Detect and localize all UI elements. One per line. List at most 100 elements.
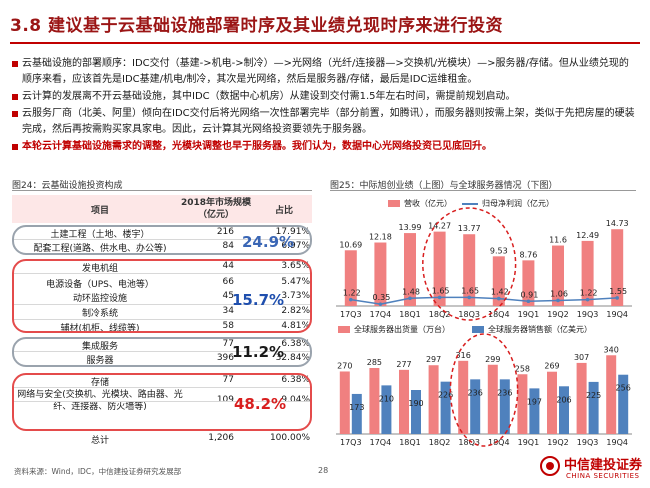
sales-data-label: 197: [527, 397, 542, 406]
logo-text-cn: 中信建投证券: [564, 458, 643, 473]
revenue-data-label: 9.53: [490, 246, 508, 255]
shipments-bar: [576, 362, 587, 434]
row-value: 34: [222, 306, 234, 316]
profit-data-label: 1.22: [343, 289, 361, 298]
shipments-data-label: 307: [574, 353, 589, 362]
table-header: 项目 2018年市场规模 （亿元） 占比: [12, 195, 312, 223]
row-value: 66: [222, 277, 234, 287]
table-divider: [12, 319, 312, 320]
sales-data-label: 256: [616, 384, 631, 393]
shipments-data-label: 297: [426, 355, 441, 364]
profit-data-label: 1.48: [402, 287, 420, 296]
shipments-bar: [369, 368, 380, 434]
x-tick-label: 18Q1: [399, 310, 421, 319]
x-tick-label: 18Q2: [429, 310, 451, 319]
shipments-bar: [517, 374, 528, 434]
row-name: 存储: [90, 378, 109, 388]
legend-label-sales: 全球服务器销售额（亿美元）: [488, 324, 592, 334]
x-tick-label: 17Q4: [370, 438, 392, 447]
table-divider: [12, 273, 312, 274]
sales-data-label: 236: [468, 388, 483, 397]
sales-data-label: 225: [586, 391, 601, 400]
shipments-data-label: 269: [544, 362, 559, 371]
group-box-integration: [12, 337, 312, 367]
x-tick-label: 17Q3: [340, 310, 362, 319]
shipments-data-label: 285: [367, 358, 382, 367]
revenue-bar: [492, 256, 505, 306]
chart-top-legend: 营收（亿元） 归母净利润（亿元）: [388, 198, 554, 208]
table-row: 土建工程（土地、楼宇） 216 17.91%: [12, 227, 312, 241]
shipments-data-label: 316: [456, 351, 471, 360]
profit-data-label: 1.42: [491, 288, 509, 297]
revenue-data-label: 14.73: [606, 219, 629, 228]
table-divider: [12, 387, 312, 388]
chart-bottom-legend: 全球服务器出货量（万台） 全球服务器销售额（亿美元）: [338, 324, 592, 334]
x-tick-label: 19Q1: [518, 310, 540, 319]
table-row: 发电机组 44 3.65%: [12, 261, 312, 275]
shipments-data-label: 340: [604, 345, 619, 354]
sales-bar: [351, 393, 362, 434]
company-logo: 中信建投证券 CHINA SECURITIES: [540, 452, 643, 486]
row-share: 6.97%: [281, 241, 310, 251]
row-value: 44: [222, 261, 234, 271]
table-divider: [12, 239, 312, 240]
row-name: 制冷系统: [81, 309, 118, 319]
table-row: 总计 1,206 100.00%: [12, 433, 312, 447]
legend-label-revenue: 营收（亿元）: [404, 198, 452, 208]
table-divider: [12, 401, 312, 402]
legend-label-profit: 归母净利润（亿元）: [482, 198, 554, 208]
x-tick-label: 19Q3: [577, 438, 599, 447]
table-divider: [12, 351, 312, 352]
highlight-ellipse: [449, 333, 519, 447]
row-share: 4.81%: [281, 321, 310, 331]
legend-label-shipments: 全球服务器出货量（万台）: [354, 324, 450, 334]
x-tick-label: 19Q4: [606, 310, 628, 319]
sales-bar: [588, 381, 599, 434]
bullet-item-highlight: 本轮云计算基础设施需求的调整，光模块调整也早于服务器。我们认为，数据中心光网络投…: [10, 139, 638, 155]
row-value: 109: [216, 395, 234, 405]
row-share: 100.00%: [269, 433, 310, 443]
revenue-data-label: 14.27: [428, 222, 451, 231]
x-tick-label: 18Q3: [458, 310, 480, 319]
x-tick-label: 18Q2: [429, 438, 451, 447]
figure24-rule: [12, 190, 312, 191]
row-value: 58: [222, 321, 234, 331]
sales-bar: [618, 374, 629, 434]
sales-data-label: 210: [379, 394, 394, 403]
legend-swatch-shipments: [338, 326, 350, 333]
revenue-bar: [522, 260, 535, 306]
table-row: 动环监控设施 45 3.73%: [12, 291, 312, 305]
row-name: 动环监控设施: [72, 294, 127, 304]
table-divider: [12, 304, 312, 305]
source-note: 资料来源：Wind，IDC，中信建投证券研究发展部: [14, 467, 182, 476]
page-title: 3.8 建议基于云基础设施部署时序及其业绩兑现时序来进行投资: [10, 16, 504, 36]
sales-bar: [529, 388, 540, 434]
sales-bar: [381, 385, 392, 434]
row-value: 1,206: [208, 433, 234, 443]
shipments-bar: [547, 371, 557, 434]
table-row: 存储 77 6.38%: [12, 375, 312, 389]
profit-data-label: 1.55: [609, 287, 627, 296]
x-tick-label: 19Q2: [547, 438, 569, 447]
revenue-bar: [374, 242, 387, 306]
revenue-bar: [552, 245, 564, 306]
row-name: 网络与安全(交换机、光模块、路由器、光纤、连接器、防火墙等): [17, 390, 183, 412]
bullet-item: 云服务厂商（北美、阿里）倾向在IDC交付后将光网络一次性部署完毕（部分前置，如腾…: [10, 106, 638, 138]
shipments-bar: [339, 371, 350, 434]
sales-bar: [411, 390, 421, 434]
revenue-bar: [404, 233, 416, 306]
x-tick-label: 17Q3: [340, 438, 362, 447]
profit-data-label: 1.65: [432, 286, 450, 295]
profit-point: [615, 296, 619, 300]
bullet-item: 云计算的发展离不开云基础设施，其中IDC（数据中心机房）从建设到交付需1.5年左…: [10, 89, 638, 105]
revenue-data-label: 12.18: [369, 233, 392, 242]
revenue-data-label: 11.6: [549, 236, 567, 245]
sales-data-label: 236: [497, 388, 512, 397]
revenue-bar: [463, 234, 476, 306]
header-share: 占比: [274, 206, 293, 216]
profit-point: [378, 302, 383, 306]
x-tick-label: 17Q4: [370, 310, 392, 319]
table-row: 制冷系统 34 2.82%: [12, 306, 312, 320]
group-box-it-equipment: [12, 373, 312, 431]
row-share: 2.82%: [281, 306, 310, 316]
